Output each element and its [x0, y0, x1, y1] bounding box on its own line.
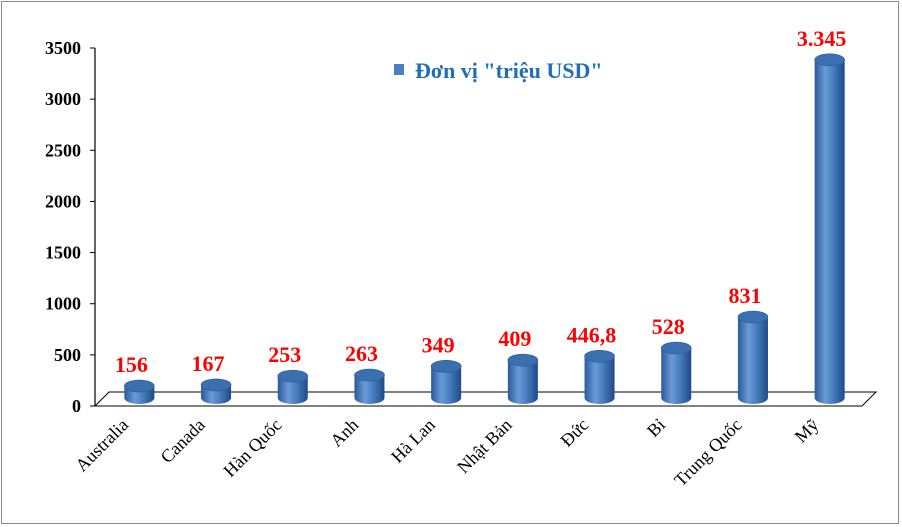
data-label: 528 [652, 314, 685, 339]
bar-body [431, 366, 462, 404]
data-label: 263 [345, 341, 378, 366]
bar-body [507, 360, 538, 404]
y-tick-label: 1000 [45, 294, 81, 314]
bar [124, 379, 155, 405]
bar [737, 310, 769, 404]
y-tick-label: 3500 [45, 38, 81, 58]
category-label: Anh [326, 415, 362, 451]
data-label: 253 [268, 342, 301, 367]
category-label: Bỉ [643, 415, 669, 441]
data-label: 3.345 [797, 26, 847, 51]
bar-body [814, 59, 845, 405]
bar [430, 360, 462, 404]
legend-label: Đơn vị "triệu USD" [415, 58, 603, 83]
bar-top [507, 353, 539, 367]
bar-body [584, 356, 615, 404]
y-tick-label: 500 [54, 345, 81, 365]
y-tick-label: 3000 [45, 89, 81, 109]
legend: Đơn vị "triệu USD" [394, 58, 603, 83]
data-label: 167 [192, 351, 225, 376]
bar [814, 53, 845, 405]
bar-top [277, 369, 309, 383]
y-tick-label: 1500 [45, 243, 81, 263]
category-labels: Australia Canada Hàn Quốc Anh Hà Lan Nhật Bản… [71, 415, 822, 491]
data-labels: 156 167 253 263 349 409 446,8 528 831 3.345 [115, 26, 847, 377]
category-label: Hàn Quốc [219, 415, 285, 481]
bar-top [584, 349, 615, 363]
y-tick-label: 2000 [45, 191, 81, 211]
y-tick-label: 0 [72, 396, 81, 416]
data-label: 409 [498, 326, 531, 351]
bar-body [277, 376, 308, 404]
category-label: Hà Lan [387, 415, 439, 467]
bar-body [354, 375, 385, 404]
bar-top [430, 360, 462, 373]
bar-top [124, 379, 155, 393]
category-label: Trung Quốc [670, 415, 746, 491]
bar-top [814, 53, 845, 67]
legend-swatch [394, 64, 404, 75]
category-label: Australia [71, 415, 132, 476]
bar-body [737, 317, 768, 404]
bar-top [200, 378, 232, 392]
category-label: Canada [157, 415, 209, 467]
bar [660, 341, 692, 404]
bar [507, 353, 539, 404]
data-label: 831 [728, 283, 761, 308]
data-label: 349 [422, 332, 455, 357]
category-label: Đức [556, 415, 592, 451]
bar [200, 378, 232, 404]
y-tick-label: 2500 [45, 140, 81, 160]
bar-top [737, 310, 769, 324]
data-label: 446,8 [567, 322, 617, 347]
bar-top [354, 368, 385, 382]
category-label: Mỹ [791, 415, 823, 447]
bar [277, 369, 309, 404]
bar [354, 368, 385, 404]
bar-body [661, 347, 692, 404]
bars [124, 53, 845, 405]
data-label: 156 [115, 352, 148, 377]
bar [584, 349, 615, 404]
bar-top [660, 341, 692, 355]
category-label: Nhật Bản [453, 415, 516, 478]
